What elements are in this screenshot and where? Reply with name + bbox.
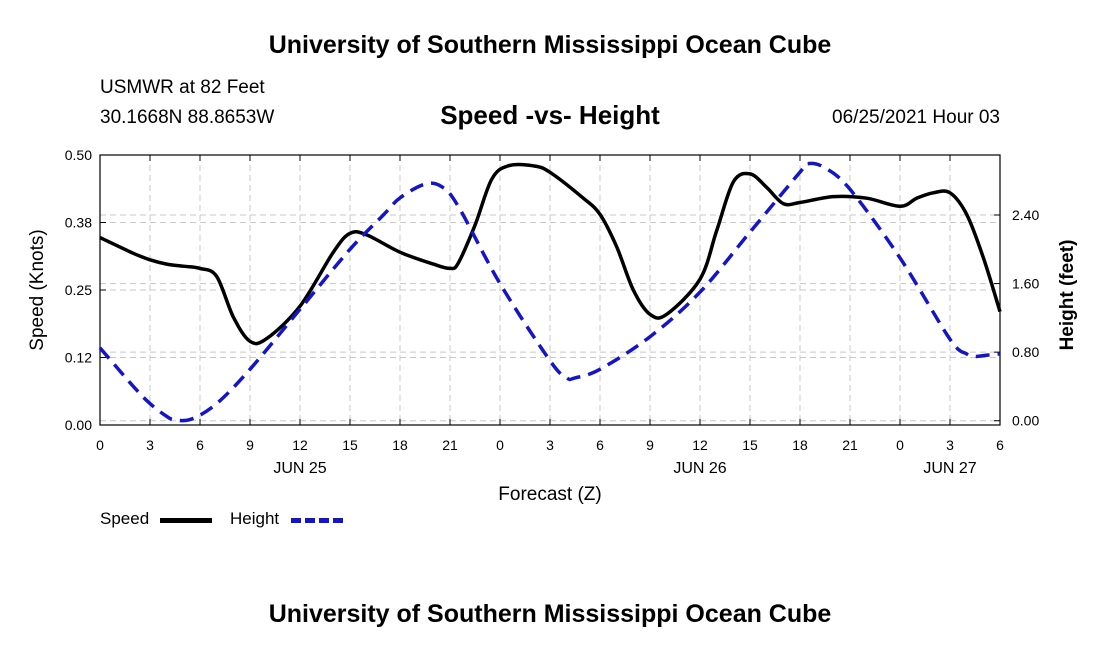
y-axis-label: Speed (Knots) xyxy=(27,229,48,350)
x-tick-label: 9 xyxy=(246,437,254,453)
x-tick-label: 12 xyxy=(292,437,308,453)
y-tick-label: 0.12 xyxy=(65,350,92,366)
chart-title: Speed -vs- Height xyxy=(440,100,660,130)
speed-series-line xyxy=(99,162,1002,346)
x-tick-label: 0 xyxy=(896,437,904,453)
y2-axis-label: Height (feet) xyxy=(1057,240,1078,351)
x-tick-label: 6 xyxy=(196,437,204,453)
height-series-line xyxy=(98,161,1001,423)
x-tick-label: 12 xyxy=(692,437,708,453)
x-tick-label: 15 xyxy=(342,437,358,453)
station-name: USMWR at 82 Feet xyxy=(100,77,265,98)
x-tick-label: 21 xyxy=(442,437,458,453)
x-tick-label: 6 xyxy=(996,437,1004,453)
x-tick-label: 0 xyxy=(496,437,504,453)
date-label: JUN 25 xyxy=(273,460,326,477)
x-tick-label: 15 xyxy=(742,437,758,453)
x-tick-label: 3 xyxy=(946,437,954,453)
y-tick-label: 0.00 xyxy=(65,417,92,433)
x-tick-label: 18 xyxy=(792,437,808,453)
station-coordinates: 30.1668N 88.8653W xyxy=(100,107,275,128)
y2-tick-label: 2.40 xyxy=(1012,207,1039,223)
x-tick-label: 18 xyxy=(392,437,408,453)
x-tick-label: 6 xyxy=(596,437,604,453)
legend-height-swatch xyxy=(291,518,343,523)
legend-speed-swatch xyxy=(160,518,212,523)
x-tick-label: 0 xyxy=(96,437,104,453)
y2-tick-label: 0.80 xyxy=(1012,344,1039,360)
x-tick-label: 3 xyxy=(546,437,554,453)
date-label: JUN 26 xyxy=(673,460,726,477)
y-tick-label: 0.25 xyxy=(65,282,92,298)
x-tick-label: 21 xyxy=(842,437,858,453)
chart-timestamp: 06/25/2021 Hour 03 xyxy=(832,107,1000,128)
y-tick-label: 0.50 xyxy=(65,147,92,163)
y2-tick-label: 1.60 xyxy=(1012,276,1039,292)
footer-title: University of Southern Mississippi Ocean… xyxy=(268,600,832,628)
date-label: JUN 27 xyxy=(923,460,976,477)
x-tick-label: 3 xyxy=(146,437,154,453)
page-title: University of Southern Mississippi Ocean… xyxy=(268,31,832,59)
legend-speed-label: Speed xyxy=(100,509,150,528)
legend-height-label: Height xyxy=(230,509,280,528)
x-axis-label: Forecast (Z) xyxy=(498,484,601,505)
x-tick-label: 9 xyxy=(646,437,654,453)
y2-tick-label: 0.00 xyxy=(1012,413,1039,429)
y-tick-label: 0.38 xyxy=(65,215,92,231)
